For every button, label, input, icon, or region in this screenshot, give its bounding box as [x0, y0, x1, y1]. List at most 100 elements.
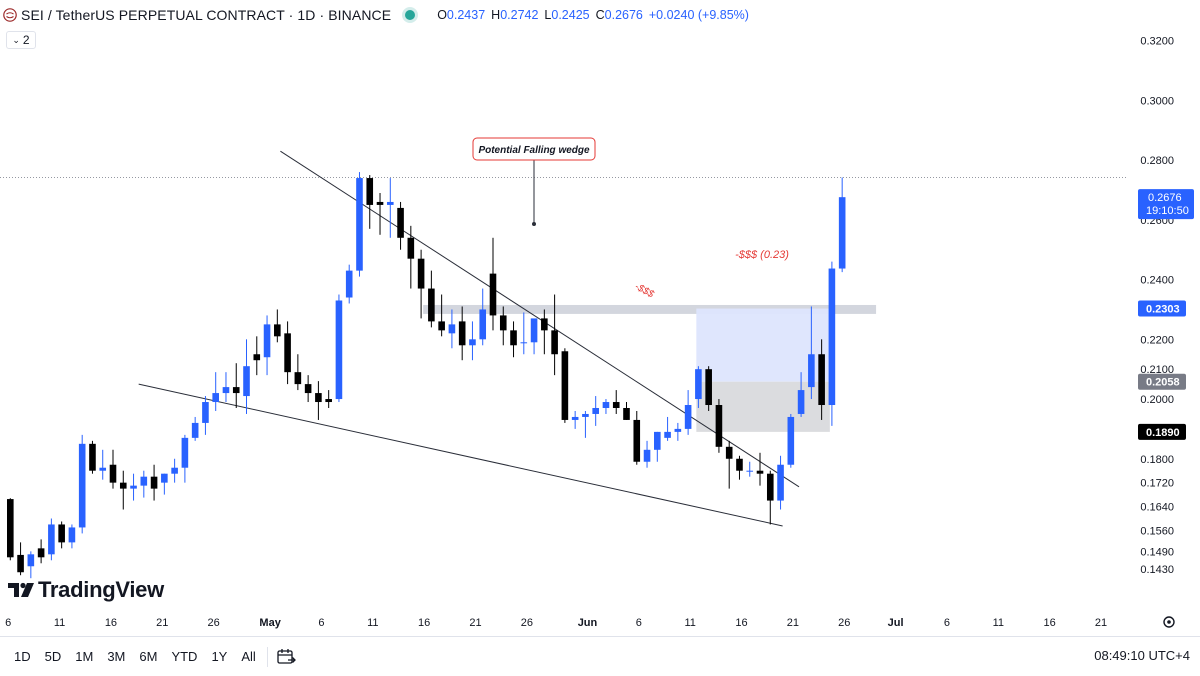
y-tick-label: 0.1640: [1140, 502, 1174, 514]
y-tick-label: 0.3200: [1140, 36, 1174, 48]
candle-body: [530, 318, 538, 343]
legend-toggle-button[interactable]: ⌄ 2: [6, 31, 36, 49]
candle: [263, 315, 271, 376]
x-tick-label: 21: [156, 617, 168, 629]
candle-body: [407, 237, 415, 259]
candle: [838, 177, 846, 273]
candle-body: [561, 351, 569, 420]
current-price-box: [1138, 189, 1194, 220]
tradingview-logo[interactable]: TradingView: [8, 577, 164, 603]
candle-body: [551, 330, 558, 355]
x-tick-label: 16: [418, 617, 430, 629]
settings-gear-icon[interactable]: [1163, 616, 1175, 628]
candle-body: [78, 443, 86, 528]
goto-date-icon[interactable]: [276, 647, 296, 667]
candle: [479, 288, 487, 346]
candle: [171, 458, 178, 483]
countdown-timer: 19:10:50: [1146, 205, 1189, 217]
candle: [777, 455, 784, 510]
candle: [232, 363, 240, 408]
candle: [304, 375, 312, 403]
timezone-clock[interactable]: 08:49:10 UTC+4: [1094, 648, 1190, 663]
candle-body: [756, 470, 764, 474]
candle-body: [828, 268, 836, 406]
range-button-3m[interactable]: 3M: [107, 649, 126, 664]
symbol-title[interactable]: SEI / TetherUS PERPETUAL CONTRACT · 1D ·…: [21, 7, 392, 23]
candle-body: [633, 419, 641, 462]
candle-body: [37, 548, 45, 558]
symbol-logo-icon: [3, 8, 17, 22]
candle: [469, 321, 476, 361]
candle: [705, 366, 712, 411]
x-tick-label: 6: [944, 617, 950, 629]
candle: [530, 318, 538, 355]
candle-body: [119, 482, 127, 489]
callout-dot: [532, 222, 536, 226]
candle: [612, 390, 620, 414]
range-button-1m[interactable]: 1M: [75, 649, 94, 664]
range-button-1d[interactable]: 1D: [14, 649, 31, 664]
toolbar-divider: [266, 646, 268, 667]
upper-wedge-line: [280, 150, 800, 488]
candle: [448, 309, 456, 349]
candle: [499, 306, 507, 346]
candle-body: [171, 467, 178, 474]
candle-body: [746, 470, 754, 472]
y-tick-label: 0.1560: [1140, 525, 1174, 537]
candle: [828, 261, 836, 426]
candle-body: [68, 527, 76, 543]
candle: [161, 473, 168, 495]
candle: [397, 201, 404, 250]
candle-body: [674, 428, 682, 432]
candle-body: [27, 554, 35, 567]
candle: [674, 422, 682, 441]
candle: [428, 270, 435, 328]
ohlc-low-key: L: [544, 8, 552, 22]
candle: [633, 410, 641, 465]
x-tick-label: 26: [838, 617, 850, 629]
candle: [643, 440, 651, 468]
candle-body: [335, 300, 343, 400]
chart-header: SEI / TetherUS PERPETUAL CONTRACT · 1D ·…: [0, 0, 1130, 30]
candle-body: [808, 354, 815, 388]
y-tick-label: 0.2000: [1140, 394, 1174, 406]
candle-body: [510, 330, 517, 346]
range-button-6m[interactable]: 6M: [139, 649, 158, 664]
candles-group: [7, 172, 846, 579]
range-button-ytd[interactable]: YTD: [171, 649, 198, 664]
candle: [202, 396, 209, 435]
candle-body: [448, 324, 456, 334]
range-button-all[interactable]: All: [241, 649, 256, 664]
candle-body: [325, 399, 332, 403]
x-tick-label: 11: [684, 617, 695, 629]
candle: [68, 524, 76, 549]
x-tick-label: Jun: [578, 617, 598, 629]
y-tick-label: 0.2100: [1140, 364, 1174, 376]
level-label-0.2058: 0.2058: [1146, 377, 1180, 389]
candle-body: [838, 197, 846, 269]
ohlc-change: +0.0240 (+9.85%): [648, 8, 749, 22]
range-button-5d[interactable]: 5D: [44, 649, 62, 664]
falling-wedge-label-box: [472, 137, 596, 161]
candle: [541, 309, 548, 355]
range-button-1y[interactable]: 1Y: [211, 649, 228, 664]
market-status-icon: [405, 10, 416, 20]
candle-body: [150, 476, 158, 489]
x-tick-label: 6: [636, 617, 642, 629]
price-chart[interactable]: Potential Falling wedge -$$$ (0.23) -$$$ 0.…: [0, 0, 1200, 636]
candle: [715, 399, 723, 453]
x-tick-label: 11: [367, 617, 378, 629]
candle-body: [212, 393, 219, 403]
y-tick-label: 0.1490: [1140, 546, 1174, 558]
liquidity-small-label: -$$$: [633, 281, 656, 300]
candle-body: [787, 416, 795, 465]
ohlc-close-value: 0.2676: [604, 8, 643, 22]
candle: [181, 434, 189, 483]
candle-body: [48, 524, 55, 555]
x-tick-label: 21: [787, 617, 799, 629]
ohlc-close-key: C: [595, 8, 605, 22]
candle-body: [263, 324, 271, 358]
candle: [623, 402, 630, 420]
x-tick-label: 16: [735, 617, 747, 629]
ohlc-high-value: 0.2742: [500, 8, 539, 22]
